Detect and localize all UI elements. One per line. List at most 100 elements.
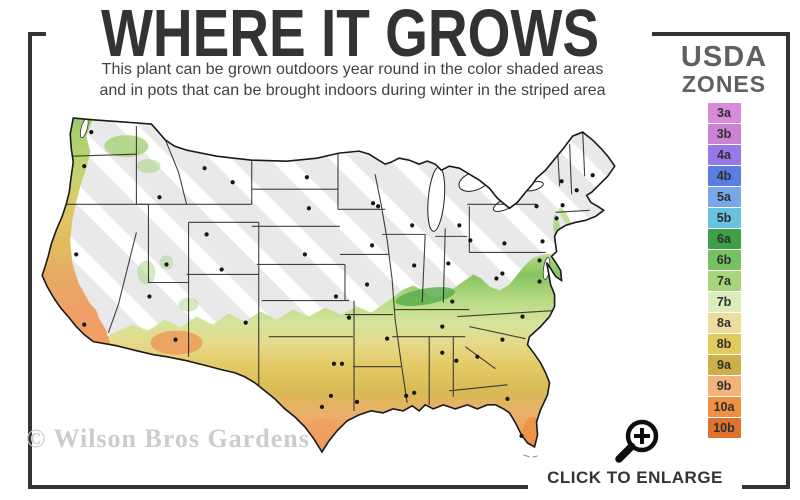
- city-dot: [147, 294, 152, 299]
- city-dot: [540, 239, 545, 244]
- city-dot: [339, 361, 345, 366]
- city-dot: [468, 238, 473, 243]
- state-border-line: [569, 144, 573, 195]
- city-dot: [369, 243, 375, 248]
- zone-patch-south-florida-orange: [522, 416, 543, 452]
- city-dot: [410, 223, 415, 228]
- city-dot: [370, 201, 376, 206]
- city-dot: [446, 261, 451, 266]
- state-border-line: [442, 228, 446, 303]
- zone-patch-arizona-orange: [150, 330, 203, 355]
- legend-zone-4a: 4a: [707, 145, 741, 165]
- state-border-line: [457, 310, 555, 318]
- city-dot: [560, 203, 565, 208]
- city-dot: [89, 129, 94, 135]
- state-border-line: [421, 234, 426, 303]
- city-dot: [505, 396, 510, 401]
- legend-zone-7b: 7b: [707, 292, 741, 312]
- city-dot: [519, 433, 524, 439]
- us-hardiness-zone-map[interactable]: [36, 104, 658, 461]
- legend-zone-5a: 5a: [707, 187, 741, 207]
- city-dot: [502, 241, 507, 246]
- state-border-line: [465, 346, 496, 370]
- city-dot: [520, 314, 525, 319]
- legend-zone-9a: 9a: [707, 355, 741, 375]
- florida-keys: [523, 454, 538, 458]
- city-dot: [475, 354, 480, 359]
- legend-zone-10a: 10a: [707, 397, 741, 417]
- legend-zone-7a: 7a: [707, 271, 741, 291]
- city-dot: [590, 173, 595, 178]
- city-dot: [82, 164, 87, 169]
- city-dot: [537, 258, 542, 263]
- frame-top-right: [652, 32, 790, 36]
- city-dot: [202, 166, 207, 171]
- city-dot: [319, 404, 325, 409]
- city-dot: [404, 393, 409, 398]
- city-dot: [385, 336, 390, 341]
- city-dot: [346, 315, 352, 320]
- legend-zone-9b: 9b: [707, 376, 741, 396]
- map-fill-layers: [42, 118, 615, 452]
- city-dot: [354, 399, 360, 404]
- city-dot: [494, 276, 499, 281]
- state-border-line: [374, 174, 408, 403]
- legend-zone-10b: 10b: [707, 418, 741, 438]
- subtitle: This plant can be grown outdoors year ro…: [40, 60, 665, 101]
- state-border-line: [164, 139, 188, 205]
- click-to-enlarge-button[interactable]: CLICK TO ENLARGE: [547, 468, 723, 487]
- city-dot: [440, 350, 445, 355]
- legend-zone-8a: 8a: [707, 313, 741, 333]
- watermark: © Wilson Bros Gardens: [26, 424, 310, 453]
- city-dot: [440, 324, 445, 329]
- zone-patch-nevada-green: [137, 260, 156, 285]
- zone-patch-kentucky-green: [395, 287, 455, 307]
- city-dot: [375, 204, 381, 209]
- state-border-line: [469, 326, 526, 340]
- state-border-line: [72, 153, 137, 157]
- state-border-line: [555, 209, 590, 213]
- city-dot: [450, 299, 455, 304]
- city-dot: [500, 271, 505, 276]
- city-dot: [304, 175, 309, 180]
- city-dot: [554, 216, 559, 221]
- city-dot: [230, 180, 235, 185]
- city-dot: [328, 393, 334, 398]
- city-dot: [412, 263, 417, 268]
- city-dot: [204, 232, 209, 237]
- legend-zone-6b: 6b: [707, 250, 741, 270]
- city-dot: [219, 267, 224, 272]
- city-dot: [454, 358, 459, 363]
- legend-zone-6a: 6a: [707, 229, 741, 249]
- frame-bottom-right: [742, 485, 790, 489]
- zone-patch-northwest-green: [104, 135, 149, 158]
- city-dot: [537, 279, 542, 284]
- state-border-line: [449, 384, 508, 392]
- usda-zones-legend: USDA ZONES 3a 3b 4a 4b 5a 5b 6a 6b 7a 7b 8a 8b 9a 9b 1…: [658, 42, 790, 439]
- legend-zone-4b: 4b: [707, 166, 741, 186]
- city-dots: [74, 129, 595, 439]
- city-dot: [82, 322, 87, 327]
- city-dot: [331, 361, 337, 366]
- city-dot: [500, 337, 505, 342]
- city-dot: [364, 282, 370, 287]
- legend-swatch-column: 3a 3b 4a 4b 5a 5b 6a 6b 7a 7b 8a 8b 9a 9b 10a 10b: [707, 103, 741, 438]
- legend-title-zones: ZONES: [681, 71, 767, 97]
- city-dot: [164, 262, 169, 267]
- city-dot: [173, 337, 178, 342]
- city-dot: [243, 320, 248, 325]
- legend-title-usda: USDA: [680, 41, 768, 73]
- legend-zone-3a: 3a: [707, 103, 741, 123]
- legend-zone-5b: 5b: [707, 208, 741, 228]
- magnifier-plus-icon[interactable]: [612, 412, 668, 468]
- frame-bottom-left: [28, 485, 528, 489]
- city-dot: [559, 179, 564, 184]
- city-dot: [457, 223, 462, 228]
- subtitle-line-1: This plant can be grown outdoors year ro…: [101, 61, 604, 78]
- city-dot: [333, 294, 339, 299]
- subtitle-line-2: and in pots that can be brought indoors …: [99, 81, 606, 99]
- city-dot: [74, 252, 79, 257]
- city-dot: [157, 195, 162, 200]
- state-border-line: [107, 232, 137, 333]
